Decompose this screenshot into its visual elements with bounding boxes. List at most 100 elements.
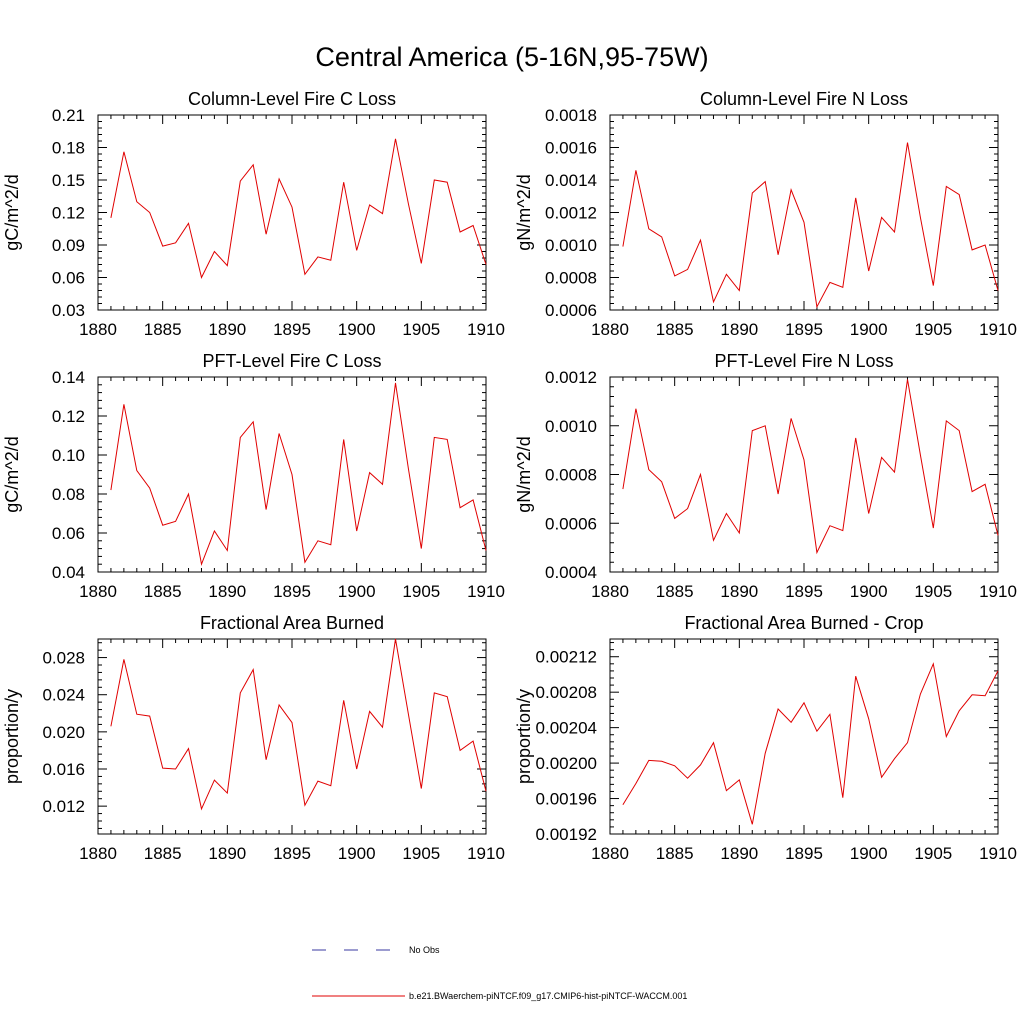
series-line	[622, 379, 999, 555]
series-line	[110, 382, 487, 567]
x-tick-label: 1895	[785, 844, 823, 863]
x-tick-label: 1890	[208, 844, 246, 863]
x-tick-label: 1905	[402, 844, 440, 863]
y-tick-label: 0.0006	[545, 514, 597, 533]
y-tick-label: 0.12	[52, 407, 85, 426]
x-tick-label: 1885	[144, 320, 182, 339]
x-tick-label: 1905	[402, 582, 440, 601]
x-tick-label: 1910	[979, 320, 1017, 339]
x-tick-label: 1900	[850, 320, 888, 339]
panels: 1880 1885 1890 1895 1900 1905 1910 0.03 0.06 0.09…	[2, 89, 1017, 863]
y-tick-label: 0.06	[52, 269, 85, 288]
x-tick-label: 1890	[208, 320, 246, 339]
series-line	[110, 638, 487, 811]
x-tick-label: 1900	[338, 582, 376, 601]
panel-title: Fractional Area Burned	[200, 613, 384, 633]
panel-pft-fire-n: 1880 1885 1890 1895 1900 1905 1910 0.0004 0.0006…	[514, 351, 1017, 601]
x-tick-label: 1910	[467, 844, 505, 863]
plot-frame	[609, 638, 999, 835]
plot-frame	[97, 638, 487, 835]
panel-area-burned-crop: 1880 1885 1890 1895 1900 1905 1910 0.00192 0.001…	[514, 613, 1017, 863]
y-tick-label: 0.10	[52, 446, 85, 465]
x-tick-label: 1885	[656, 844, 694, 863]
x-tick-label: 1880	[79, 582, 117, 601]
y-tick-label: 0.08	[52, 485, 85, 504]
panel-title: PFT-Level Fire N Loss	[714, 351, 893, 371]
figure-title: Central America (5-16N,95-75W)	[315, 42, 708, 72]
y-axis-label: proportion/y	[2, 689, 22, 784]
y-tick-label: 0.020	[42, 723, 85, 742]
x-tick-label: 1895	[273, 582, 311, 601]
x-tick-label: 1890	[720, 844, 758, 863]
y-tick-label: 0.18	[52, 139, 85, 158]
y-tick-label: 0.00200	[536, 754, 597, 773]
y-tick-label: 0.016	[42, 760, 85, 779]
y-tick-label: 0.00212	[536, 648, 597, 667]
y-tick-label: 0.09	[52, 236, 85, 255]
y-tick-label: 0.00204	[536, 719, 597, 738]
y-tick-label: 0.0018	[545, 106, 597, 125]
x-tick-label: 1885	[144, 582, 182, 601]
y-tick-label: 0.0014	[545, 171, 597, 190]
legend: No Obs b.e21.BWaerchem-piNTCF.f09_g17.CM…	[312, 945, 687, 1001]
y-axis-label: proportion/y	[514, 689, 534, 784]
y-tick-label: 0.0016	[545, 139, 597, 158]
y-tick-label: 0.0008	[545, 269, 597, 288]
y-tick-label: 0.00192	[536, 825, 597, 844]
panel-pft-fire-c: 1880 1885 1890 1895 1900 1905 1910 0.04 0.06 0.08…	[2, 351, 505, 601]
y-tick-label: 0.00196	[536, 790, 597, 809]
legend-label-no-obs: No Obs	[409, 945, 440, 955]
panel-title: Column-Level Fire C Loss	[188, 89, 396, 109]
panel-area-burned: 1880 1885 1890 1895 1900 1905 1910 0.012 0.016 0.…	[2, 613, 505, 863]
y-tick-label: 0.012	[42, 797, 85, 816]
y-tick-label: 0.0010	[545, 236, 597, 255]
x-tick-label: 1910	[467, 582, 505, 601]
panel-title: Fractional Area Burned - Crop	[684, 613, 923, 633]
y-tick-label: 0.04	[52, 563, 85, 582]
panel-title: PFT-Level Fire C Loss	[202, 351, 381, 371]
plot-frame	[609, 114, 999, 311]
y-tick-label: 0.0012	[545, 368, 597, 387]
y-tick-label: 0.15	[52, 171, 85, 190]
x-tick-label: 1890	[720, 320, 758, 339]
y-axis-label: gC/m^2/d	[2, 436, 22, 512]
y-axis-label: gN/m^2/d	[514, 436, 534, 512]
x-tick-label: 1880	[79, 320, 117, 339]
y-tick-label: 0.06	[52, 524, 85, 543]
panel-column-fire-c: 1880 1885 1890 1895 1900 1905 1910 0.03 0.06 0.09…	[2, 89, 505, 339]
x-tick-label: 1910	[979, 844, 1017, 863]
y-tick-label: 0.028	[42, 649, 85, 668]
x-tick-label: 1895	[273, 844, 311, 863]
x-tick-label: 1880	[591, 844, 629, 863]
x-tick-label: 1890	[208, 582, 246, 601]
x-tick-label: 1905	[914, 320, 952, 339]
series-line	[622, 142, 999, 309]
y-tick-label: 0.0006	[545, 301, 597, 320]
y-tick-label: 0.21	[52, 106, 85, 125]
x-tick-label: 1880	[591, 582, 629, 601]
series-line	[110, 138, 487, 279]
x-tick-label: 1905	[402, 320, 440, 339]
x-tick-label: 1880	[591, 320, 629, 339]
y-axis-label: gC/m^2/d	[2, 174, 22, 250]
x-tick-label: 1890	[720, 582, 758, 601]
y-tick-label: 0.12	[52, 204, 85, 223]
y-tick-label: 0.03	[52, 301, 85, 320]
x-tick-label: 1900	[850, 844, 888, 863]
panel-column-fire-n: 1880 1885 1890 1895 1900 1905 1910 0.0006 0.0008…	[514, 89, 1017, 339]
x-tick-label: 1895	[273, 320, 311, 339]
x-tick-label: 1905	[914, 582, 952, 601]
x-tick-label: 1895	[785, 582, 823, 601]
x-tick-label: 1910	[467, 320, 505, 339]
y-tick-label: 0.14	[52, 368, 85, 387]
x-tick-label: 1885	[656, 582, 694, 601]
y-axis-label: gN/m^2/d	[514, 174, 534, 250]
y-tick-label: 0.0010	[545, 417, 597, 436]
x-tick-label: 1910	[979, 582, 1017, 601]
y-tick-label: 0.0004	[545, 563, 597, 582]
y-tick-label: 0.00208	[536, 683, 597, 702]
y-tick-label: 0.0012	[545, 204, 597, 223]
series-line	[622, 662, 999, 825]
x-tick-label: 1900	[850, 582, 888, 601]
